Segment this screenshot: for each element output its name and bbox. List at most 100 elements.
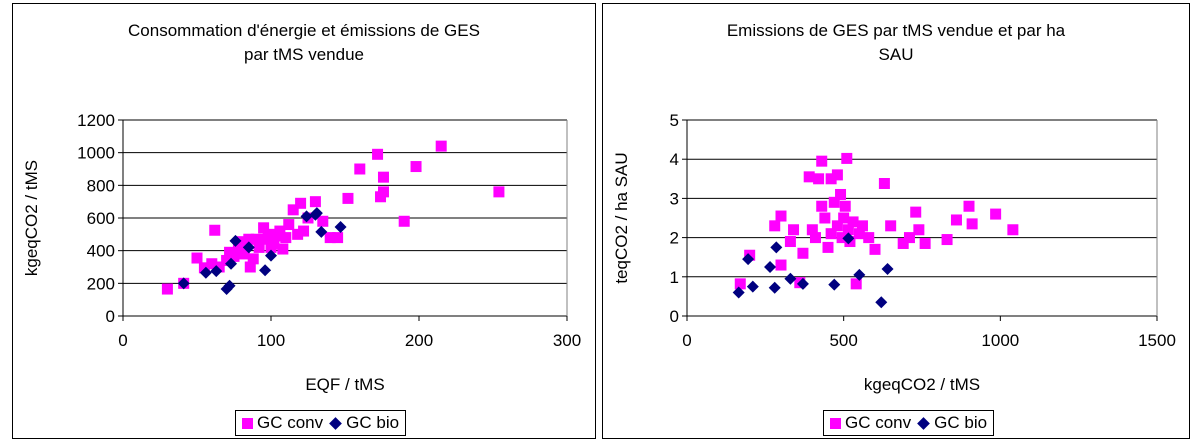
diamond-marker-icon: [917, 416, 931, 430]
scatter-plot-energy: 0 200 400 600 800 1000 1200 0 100 200 300 EQF / tMS…: [22, 111, 581, 394]
legend-label-gc-bio: GC bio: [934, 413, 988, 432]
data-point-gc-conv: [324, 232, 336, 244]
chart-panel-emissions: Emissions de GES par tMS vendue et par h…: [602, 3, 1190, 439]
y-tick-label: 1: [670, 268, 679, 287]
data-point-gc-bio: [742, 253, 755, 266]
data-point-gc-conv: [332, 232, 344, 244]
data-point-gc-conv: [836, 232, 848, 244]
legend-label-gc-conv: GC conv: [845, 413, 912, 432]
data-point-gc-bio: [768, 281, 781, 294]
scatter-plot-emissions: 0 1 2 3 4 5 0 500 1000 1500 kgeqCO2 / tMS teqCO2 / …: [612, 111, 1176, 394]
data-point-gc-bio: [223, 279, 236, 292]
data-point-gc-conv: [788, 224, 800, 236]
data-point-gc-bio: [259, 264, 272, 277]
data-point-gc-conv: [903, 232, 915, 244]
data-point-gc-bio: [770, 241, 783, 254]
x-tick-label: 300: [553, 331, 581, 350]
data-point-gc-bio: [828, 278, 841, 291]
data-point-gc-conv: [213, 261, 225, 273]
data-point-gc-conv: [235, 236, 247, 248]
data-point-gc-bio: [796, 277, 809, 290]
data-point-gc-conv: [966, 218, 978, 230]
data-point-gc-conv: [292, 228, 304, 240]
data-point-gc-conv: [839, 200, 851, 212]
y-tick-label: 3: [670, 189, 679, 208]
data-point-gc-bio: [853, 268, 866, 281]
y-tick-label: 200: [87, 274, 115, 293]
data-point-gc-conv: [847, 216, 859, 228]
y-tick-label: 5: [670, 111, 679, 130]
data-point-gc-bio: [881, 262, 894, 275]
data-point-gc-conv: [206, 258, 218, 270]
data-point-gc-conv: [842, 224, 854, 236]
data-point-gc-conv: [885, 220, 897, 232]
data-point-gc-conv: [775, 259, 787, 271]
legend-item-gc-bio: GC bio: [329, 413, 399, 433]
data-point-gc-conv: [493, 186, 505, 198]
data-point-gc-conv: [850, 278, 862, 290]
data-point-gc-bio: [199, 266, 212, 279]
data-point-gc-bio: [764, 261, 777, 273]
x-tick-label: 1000: [981, 331, 1019, 350]
y-tick-label: 600: [87, 209, 115, 228]
data-point-gc-conv: [913, 224, 925, 236]
legend-label-gc-conv: GC conv: [257, 413, 324, 432]
data-point-gc-conv: [919, 237, 931, 249]
y-axis-label: kgeqCO2 / tMS: [22, 160, 41, 276]
data-point-gc-bio: [229, 234, 242, 247]
chart-title-line1: Emissions de GES par tMS vendue et par h…: [726, 21, 1066, 40]
data-point-gc-bio: [784, 272, 797, 285]
data-point-gc-conv: [244, 261, 256, 273]
legend-item-gc-conv: GC conv: [242, 413, 323, 433]
data-point-gc-conv: [863, 232, 875, 244]
data-point-gc-conv: [831, 220, 843, 232]
y-tick-label: 400: [87, 242, 115, 261]
data-point-gc-conv: [990, 208, 1002, 220]
data-point-gc-conv: [191, 252, 203, 264]
data-point-gc-conv: [819, 212, 831, 224]
y-tick-label: 0: [106, 307, 115, 326]
data-point-gc-conv: [853, 228, 865, 240]
data-point-gc-conv: [298, 225, 310, 237]
data-point-gc-bio: [300, 210, 313, 223]
chart-legend: GC conv GC bio: [823, 410, 995, 436]
square-marker-icon: [242, 417, 253, 429]
data-point-gc-conv: [822, 241, 834, 253]
y-tick-label: 800: [87, 176, 115, 195]
data-point-gc-conv: [274, 225, 286, 237]
data-point-gc-bio: [746, 280, 759, 293]
legend-item-gc-conv: GC conv: [830, 413, 911, 433]
data-point-gc-conv: [287, 204, 299, 216]
data-point-gc-bio: [242, 241, 255, 254]
data-point-gc-conv: [816, 155, 828, 167]
square-marker-icon: [830, 417, 841, 429]
x-tick-label: 200: [405, 331, 433, 350]
data-point-gc-bio: [842, 232, 855, 245]
chart-title-line2: SAU: [878, 45, 914, 64]
data-point-gc-conv: [398, 215, 410, 227]
data-point-gc-bio: [334, 220, 347, 233]
data-point-gc-conv: [835, 188, 847, 200]
data-point-gc-conv: [734, 278, 746, 290]
data-point-gc-conv: [825, 228, 837, 240]
data-point-gc-bio: [875, 296, 888, 309]
data-point-gc-conv: [253, 241, 265, 253]
data-point-gc-conv: [161, 283, 173, 295]
chart-panel-energy: Consommation d'énergie et émissions de G…: [12, 3, 596, 439]
diamond-marker-icon: [329, 416, 343, 430]
data-point-gc-conv: [198, 262, 210, 274]
data-point-gc-conv: [828, 196, 840, 208]
x-tick-label: 0: [682, 331, 691, 350]
data-point-gc-conv: [258, 222, 270, 234]
data-point-gc-conv: [372, 148, 384, 160]
data-point-gc-conv: [816, 200, 828, 212]
data-point-gc-conv: [342, 192, 354, 204]
data-point-gc-conv: [825, 173, 837, 185]
data-point-gc-conv: [238, 248, 250, 260]
data-point-gc-conv: [856, 220, 868, 232]
data-point-gc-conv: [277, 243, 289, 255]
x-axis-label: kgeqCO2 / tMS: [864, 375, 980, 394]
x-axis-label: EQF / tMS: [305, 375, 384, 394]
data-point-gc-conv: [354, 163, 366, 175]
data-point-gc-conv: [941, 234, 953, 246]
